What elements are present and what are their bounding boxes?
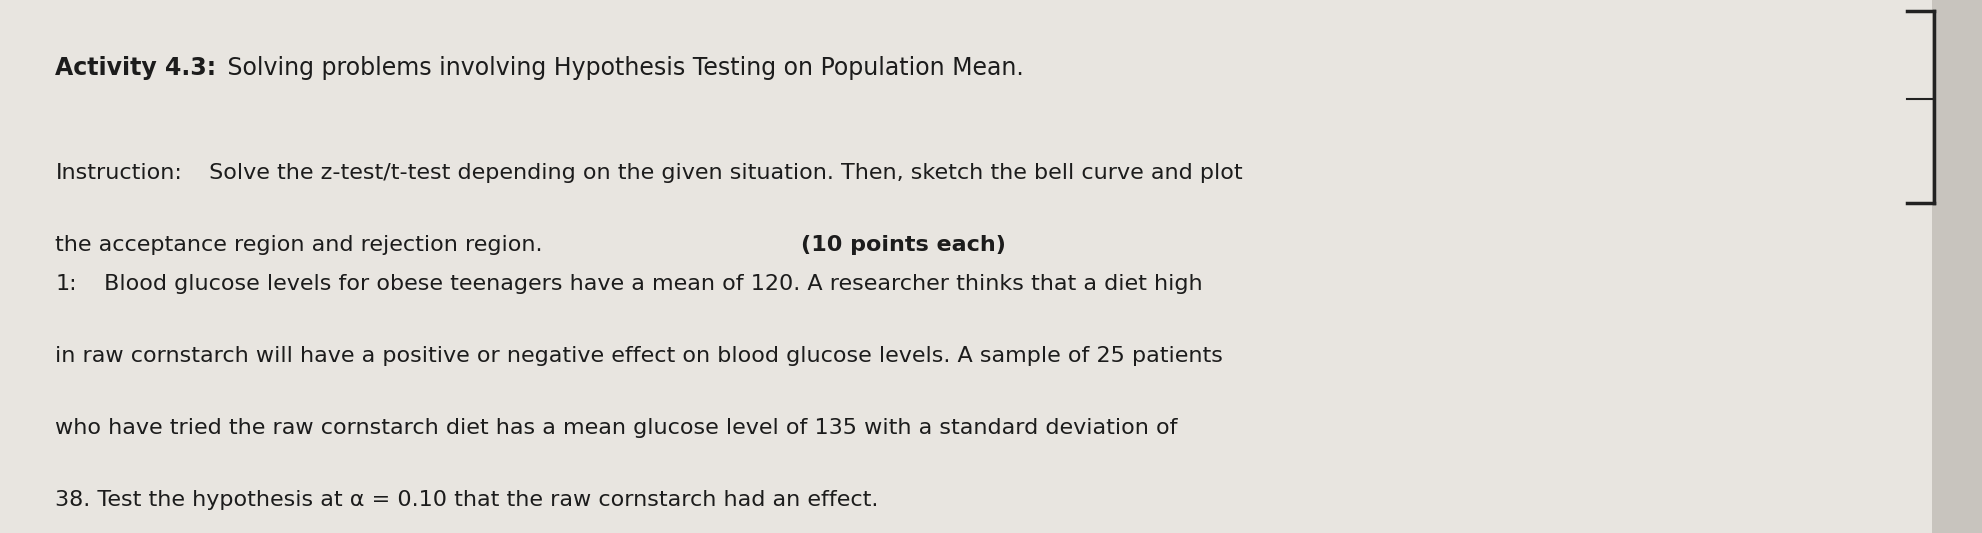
Text: Activity 4.3:: Activity 4.3: [55,56,216,80]
Text: Solve the z-test/t-test depending on the given situation. Then, sketch the bell : Solve the z-test/t-test depending on the… [202,163,1243,183]
Text: who have tried the raw cornstarch diet has a mean glucose level of 135 with a st: who have tried the raw cornstarch diet h… [55,418,1177,439]
Text: Instruction:: Instruction: [55,163,182,183]
Text: Blood glucose levels for obese teenagers have a mean of 120. A researcher thinks: Blood glucose levels for obese teenagers… [97,274,1203,295]
Text: 1:: 1: [55,274,77,295]
Text: in raw cornstarch will have a positive or negative effect on blood glucose level: in raw cornstarch will have a positive o… [55,346,1223,367]
FancyBboxPatch shape [0,0,1932,533]
Text: (10 points each): (10 points each) [801,235,1005,255]
Text: the acceptance region and rejection region.: the acceptance region and rejection regi… [55,235,551,255]
Text: 38. Test the hypothesis at α = 0.10 that the raw cornstarch had an effect.: 38. Test the hypothesis at α = 0.10 that… [55,490,878,511]
Text: Solving problems involving Hypothesis Testing on Population Mean.: Solving problems involving Hypothesis Te… [220,56,1025,80]
